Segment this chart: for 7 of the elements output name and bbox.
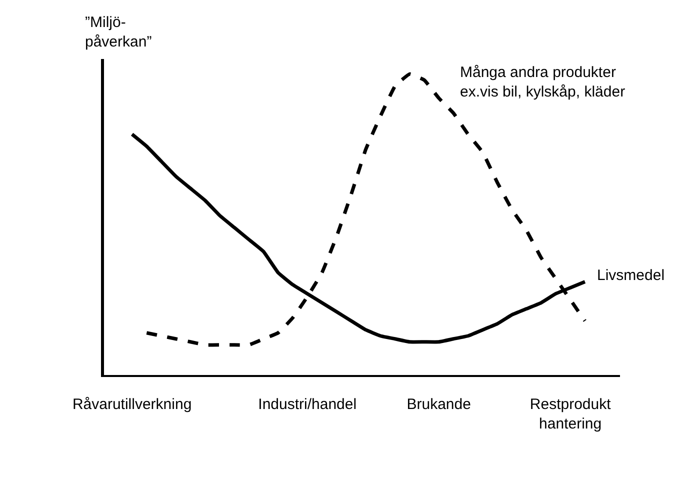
x-tick-label: Brukande xyxy=(406,396,471,413)
y-axis-title: ”Miljö- påverkan” xyxy=(85,14,152,50)
x-tick-label: Råvarutillverkning xyxy=(72,396,192,413)
series-label: Livsmedel xyxy=(597,267,665,284)
series-label: Många andra produkter ex.vis bil, kylskåp, kläder xyxy=(460,64,626,100)
x-tick-label: Restprodukt hantering xyxy=(530,396,612,432)
x-tick-label: Industri/handel xyxy=(258,396,357,413)
